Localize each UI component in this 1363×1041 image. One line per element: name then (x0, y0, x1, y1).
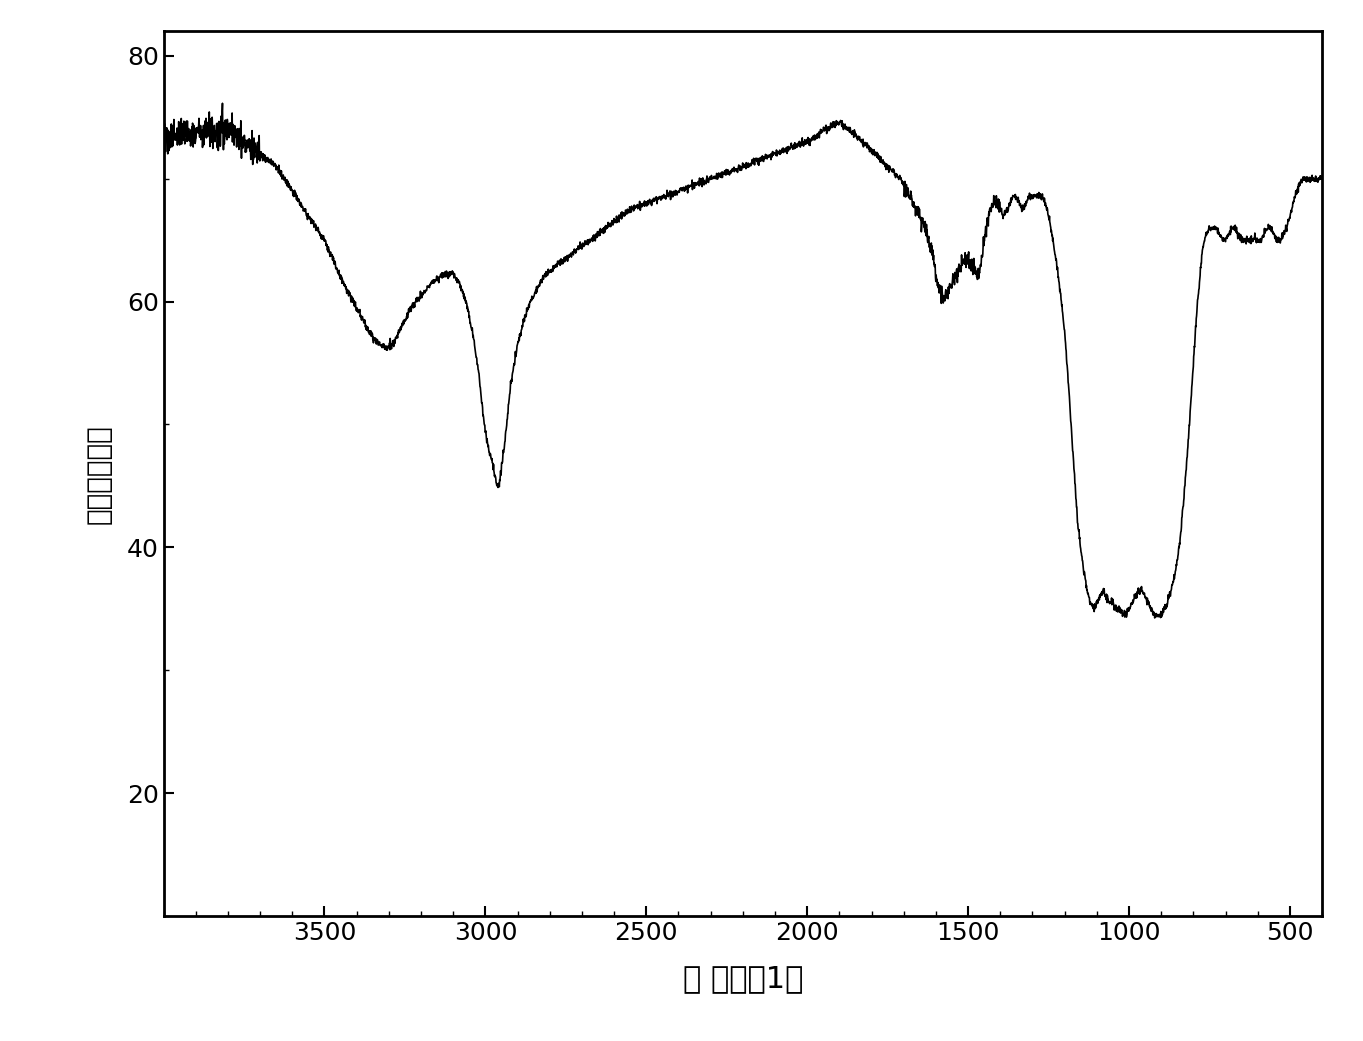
X-axis label: 波 数（－1）: 波 数（－1） (683, 964, 803, 993)
Y-axis label: 透过率（％）: 透过率（％） (85, 424, 113, 524)
